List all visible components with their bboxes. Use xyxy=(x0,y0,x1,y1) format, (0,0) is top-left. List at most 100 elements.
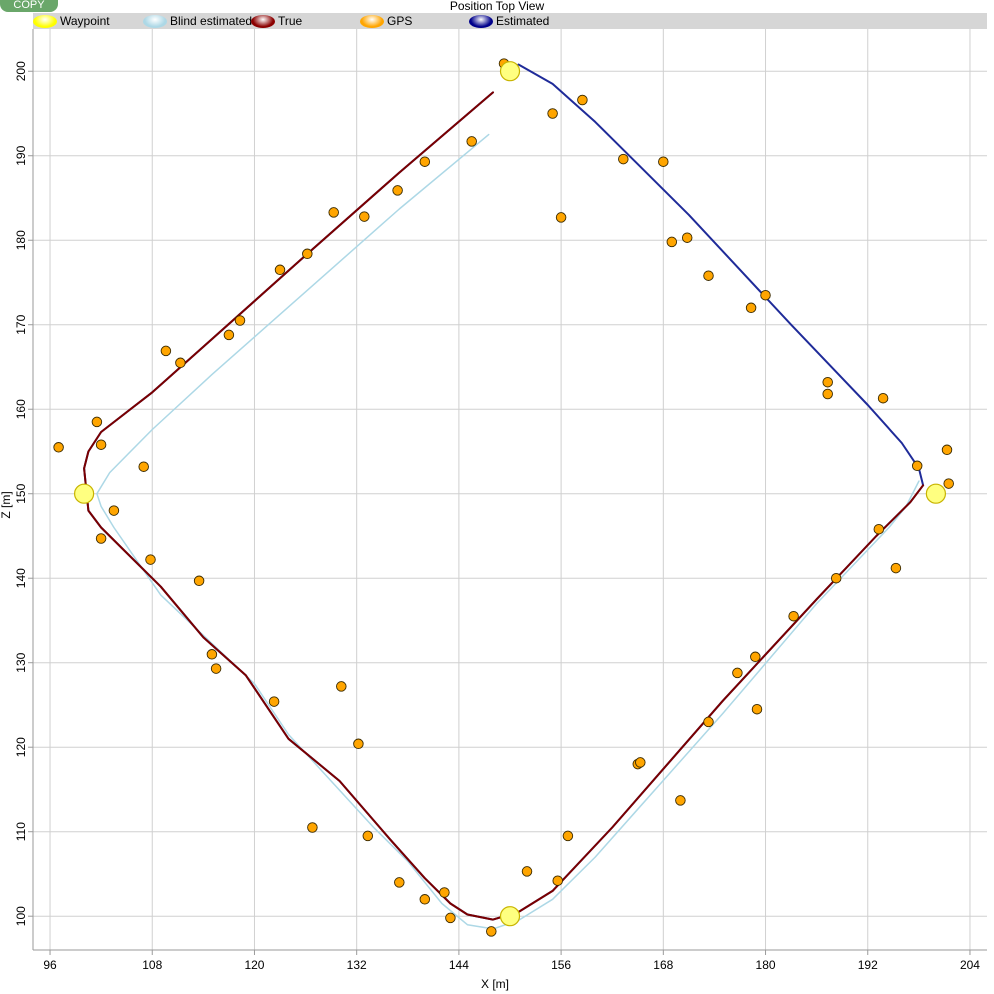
x-tick-label: 180 xyxy=(756,958,776,972)
gps-point xyxy=(681,232,693,243)
gps-point xyxy=(745,302,757,314)
gps-point xyxy=(445,912,456,924)
gps-point xyxy=(788,610,799,622)
gps-point xyxy=(577,94,588,106)
legend-label-true: True xyxy=(278,14,303,28)
gps-point xyxy=(336,681,347,692)
series xyxy=(53,58,954,937)
legend-item-waypoint[interactable]: Waypoint xyxy=(33,13,110,29)
gps-point xyxy=(521,866,533,877)
gps-point xyxy=(830,572,842,584)
legend-label-gps: GPS xyxy=(387,14,413,28)
x-tick-label: 192 xyxy=(858,958,878,972)
x-tick-label: 132 xyxy=(347,958,367,972)
copy-button[interactable]: COPY xyxy=(0,0,58,12)
gps-point xyxy=(890,562,902,574)
gps-point xyxy=(635,757,646,768)
x-tick-label: 144 xyxy=(449,958,469,972)
x-tick-label: 168 xyxy=(653,958,673,972)
legend-swatch-estimated xyxy=(469,14,493,28)
gps-point xyxy=(91,416,103,428)
y-tick-label: 100 xyxy=(14,906,28,926)
gps-point xyxy=(873,523,885,535)
gps-point xyxy=(658,156,669,167)
legend-item-gps[interactable]: GPS xyxy=(360,13,412,29)
legend-label-blind-estimated: Blind estimated xyxy=(170,14,253,28)
gps-point xyxy=(822,376,833,388)
legend-item-true[interactable]: True xyxy=(251,13,302,29)
y-tick-label: 150 xyxy=(14,483,28,503)
y-axis-title: Z [m] xyxy=(0,491,13,518)
gps-point xyxy=(703,716,714,728)
gps-point xyxy=(732,667,743,679)
y-tick-label: 130 xyxy=(14,652,28,672)
grid xyxy=(33,29,987,950)
legend-item-estimated[interactable]: Estimated xyxy=(469,13,549,29)
gps-point xyxy=(394,877,405,888)
y-tick-label: 160 xyxy=(14,399,28,419)
gps-point xyxy=(362,830,374,842)
gps-point xyxy=(307,822,318,833)
y-tick-label: 200 xyxy=(14,61,28,81)
gps-point xyxy=(419,156,431,167)
y-tick-label: 140 xyxy=(14,568,28,588)
gps-point xyxy=(160,345,172,357)
gps-point xyxy=(268,696,280,707)
legend-label-waypoint: Waypoint xyxy=(60,14,110,28)
gps-point xyxy=(750,651,761,663)
gps-point xyxy=(466,136,477,147)
gps-point xyxy=(138,461,149,472)
legend: Waypoint Blind estimated True GPS Estima… xyxy=(33,13,987,29)
gps-point xyxy=(911,460,923,472)
x-tick-label: 156 xyxy=(551,958,571,972)
gps-point xyxy=(666,236,678,248)
gps-point xyxy=(210,663,222,674)
gps-point xyxy=(822,388,833,400)
waypoint-marker xyxy=(499,61,521,82)
gps-point xyxy=(760,289,771,301)
x-tick-label: 120 xyxy=(244,958,264,972)
x-axis-title: X [m] xyxy=(481,977,509,991)
y-tick-label: 110 xyxy=(14,822,28,841)
x-tick-label: 204 xyxy=(960,958,980,972)
legend-label-estimated: Estimated xyxy=(496,14,550,28)
y-tick-label: 120 xyxy=(14,737,28,757)
y-tick-label: 180 xyxy=(14,230,28,250)
gps-point xyxy=(941,444,953,456)
gps-point xyxy=(223,329,235,341)
gps-point xyxy=(95,533,107,544)
gps-point xyxy=(234,315,246,326)
gps-point xyxy=(439,887,450,898)
gps-point xyxy=(145,554,156,565)
y-tick-label: 190 xyxy=(14,145,28,165)
gps-point xyxy=(751,703,763,715)
waypoint-marker xyxy=(73,483,95,504)
gps-point xyxy=(53,442,64,453)
gps-point xyxy=(353,738,364,750)
gps-point xyxy=(547,108,558,119)
waypoint-marker xyxy=(499,906,521,927)
gps-point xyxy=(175,357,186,369)
gps-point xyxy=(555,212,567,223)
legend-swatch-true xyxy=(251,14,275,28)
gps-point xyxy=(552,875,563,886)
x-tick-label: 96 xyxy=(43,958,57,972)
gps-point xyxy=(193,575,205,587)
legend-item-blind-estimated[interactable]: Blind estimated xyxy=(143,13,252,29)
legend-swatch-gps xyxy=(360,14,384,28)
gps-point xyxy=(359,211,370,222)
axes: X [m] Z [m] 96 108 120 132 144 156 168 180 192 20… xyxy=(0,29,987,991)
waypoint-marker xyxy=(925,483,947,504)
gps-point xyxy=(675,795,686,806)
series-line-true xyxy=(83,91,925,921)
x-tick-label: 108 xyxy=(142,958,162,972)
gps-point xyxy=(562,830,574,842)
gps-point xyxy=(943,478,954,489)
gps-point xyxy=(419,894,431,905)
gps-point xyxy=(392,185,403,196)
gps-point xyxy=(618,153,629,165)
legend-swatch-blind-estimated xyxy=(143,14,167,28)
gps-point xyxy=(703,270,714,281)
gps-point xyxy=(274,264,286,276)
